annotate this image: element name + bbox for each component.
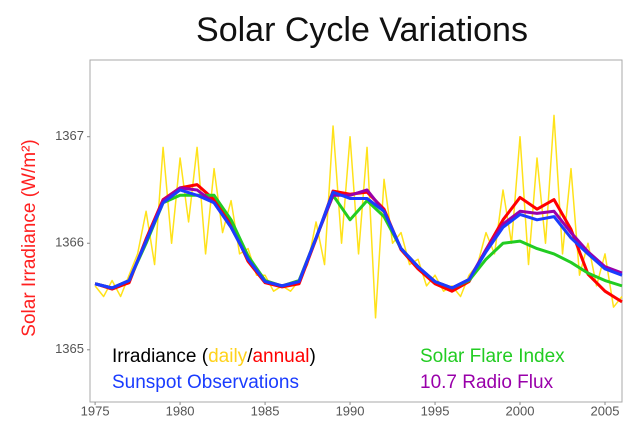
y-tick-label: 1366 <box>55 235 84 250</box>
y-tick-label: 1365 <box>55 341 84 356</box>
legend-text: annual <box>252 346 309 367</box>
series-line <box>94 188 623 290</box>
x-tick-label: 1995 <box>421 403 450 418</box>
plot <box>94 114 623 319</box>
plot-frame <box>89 59 623 403</box>
x-tick-label: 1985 <box>251 403 280 418</box>
y-tick-label: 1367 <box>55 128 84 143</box>
legend-irradiance: Irradiance (daily/annual) <box>112 346 316 367</box>
x-tick-label: 1975 <box>81 403 110 418</box>
daily-line <box>94 114 623 319</box>
legend-text: daily <box>208 346 248 367</box>
legend-text: ) <box>310 346 316 367</box>
legend: Irradiance (daily/annual) Sunspot Observ… <box>112 346 565 393</box>
x-tick-label: 1990 <box>336 403 365 418</box>
legend-text: 10.7 Radio Flux <box>420 372 554 393</box>
series-line <box>94 193 623 290</box>
legend-text: Sunspot Observations <box>112 372 299 393</box>
chart-title: Solar Cycle Variations <box>196 11 528 49</box>
series-line <box>94 186 623 290</box>
y-axis-label: Solar Irradiance (W/m²) <box>19 139 40 336</box>
legend-text: Solar Flare Index <box>420 346 565 367</box>
legend-text: Irradiance ( <box>112 346 209 367</box>
series-line <box>94 183 623 304</box>
x-tick-label: 2000 <box>506 403 535 418</box>
legend-text: / <box>247 346 253 367</box>
x-tick-label: 2005 <box>591 403 620 418</box>
x-tick-label: 1980 <box>166 403 195 418</box>
